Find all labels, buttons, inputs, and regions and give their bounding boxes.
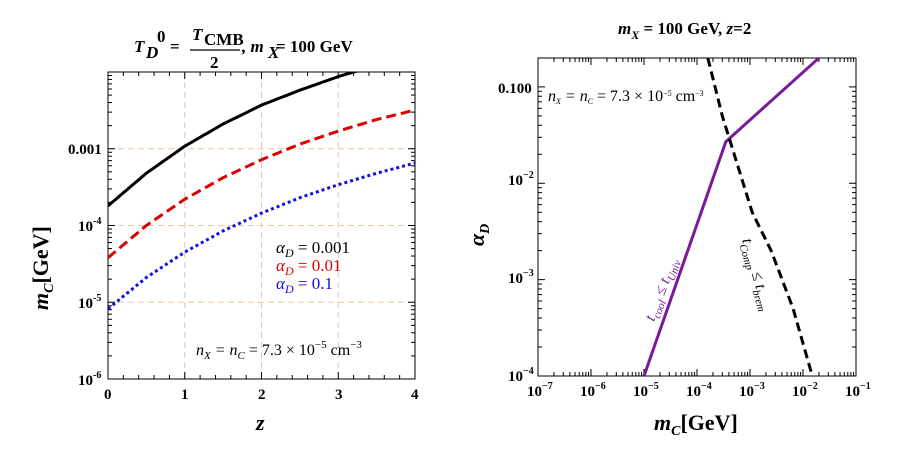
right-xtick-label-1e-5: 10−5 — [633, 381, 659, 400]
right-title: mX = 100 GeV, z=2 — [618, 19, 751, 42]
right-chart: mX = 100 GeV, z=2 0.100 10−2 10−3 10−4 1… — [464, 19, 871, 439]
left-ticks — [107, 72, 416, 380]
left-ytick-label-1e-6: 10-6 — [78, 370, 101, 389]
right-xtick-label-1e-7: 10−7 — [527, 381, 553, 400]
left-title-rest: , m — [241, 37, 264, 56]
left-ytick-label-1e-4: 10-4 — [78, 216, 101, 235]
right-ytick-labels: 0.100 10−2 10−3 10−4 — [498, 81, 534, 385]
svg-text:αD: αD — [464, 224, 493, 246]
left-xlabel: z — [255, 410, 265, 435]
left-xtick-labels: 0 1 2 3 4 — [104, 387, 419, 403]
left-annotation: nX = nC = 7.3 × 10−5 cm−3 — [196, 339, 362, 362]
left-title-lhs-sup: 0 — [157, 27, 166, 46]
left-series-line-0 — [108, 72, 359, 208]
left-title-rest-tail: = 100 GeV — [276, 37, 353, 56]
right-ylabel: αD — [464, 224, 493, 246]
left-xtick-label-0: 0 — [104, 387, 112, 403]
right-ytick-label-1e-3: 10−3 — [508, 268, 534, 287]
legend-entry-2: αD = 0.1 — [276, 274, 333, 296]
left-title-frac-num: T — [192, 25, 203, 44]
right-xtick-label-1e-6: 10−6 — [580, 381, 606, 400]
left-ytick-label-1e-3: 0.001 — [68, 142, 102, 158]
right-plot-frame — [537, 57, 857, 377]
right-xlabel: mC[GeV] — [654, 410, 738, 439]
left-xtick-label-3: 3 — [335, 387, 343, 403]
left-xtick-label-2: 2 — [258, 387, 266, 403]
legend-entry-1: αD = 0.01 — [276, 256, 341, 278]
right-ytick-label-1e-4: 10−4 — [508, 366, 534, 385]
left-grid — [108, 72, 415, 379]
left-xtick-label-4: 4 — [411, 387, 419, 403]
right-ytick-label-0.100: 0.100 — [498, 81, 532, 97]
right-xtick-label-1e-3: 10−3 — [739, 381, 765, 400]
left-title-eq: = — [170, 37, 180, 56]
svg-text:tcool ≤ tUniv: tcool ≤ tUniv — [642, 256, 684, 325]
left-title-lhs: T — [134, 37, 145, 56]
right-series — [642, 58, 821, 376]
left-xtick-label-1: 1 — [181, 387, 189, 403]
left-chart: T D 0 = T CMB 2 , m X = 100 GeV 0.001 10… — [28, 25, 419, 435]
left-title-frac-num-sub: CMB — [204, 30, 244, 49]
left-series — [108, 72, 415, 311]
label-t-cool: tcool ≤ tUniv — [642, 256, 684, 325]
left-title-lhs-sub: D — [145, 43, 158, 62]
left-title-rest-sub: X — [267, 43, 280, 62]
right-xtick-label-1e-4: 10−4 — [686, 381, 712, 400]
right-xtick-label-1e-1: 10−1 — [845, 381, 871, 400]
left-ytick-label-1e-5: 10-5 — [78, 293, 101, 312]
left-title-frac-den: 2 — [210, 53, 219, 72]
left-ylabel: mC[GeV] — [28, 226, 57, 310]
right-series-line-1 — [706, 58, 814, 376]
left-ytick-labels: 0.001 10-4 10-5 10-6 — [68, 142, 102, 389]
right-ytick-label-1e-2: 10−2 — [508, 170, 534, 189]
svg-text:mC[GeV]: mC[GeV] — [28, 226, 57, 310]
right-annotation: nX = nC = 7.3 × 10−5 cm−3 — [548, 88, 704, 106]
right-xtick-labels: 10−7 10−6 10−5 10−4 10−3 10−2 10−1 — [527, 381, 871, 400]
left-series-line-2 — [108, 161, 415, 311]
right-ticks — [537, 58, 856, 377]
right-series-line-0 — [642, 58, 821, 376]
left-series-line-1 — [108, 108, 415, 259]
left-legend: αD = 0.001 αD = 0.01 αD = 0.1 — [276, 238, 350, 296]
legend-entry-0: αD = 0.001 — [276, 238, 350, 260]
right-xtick-label-1e-2: 10−2 — [792, 381, 818, 400]
